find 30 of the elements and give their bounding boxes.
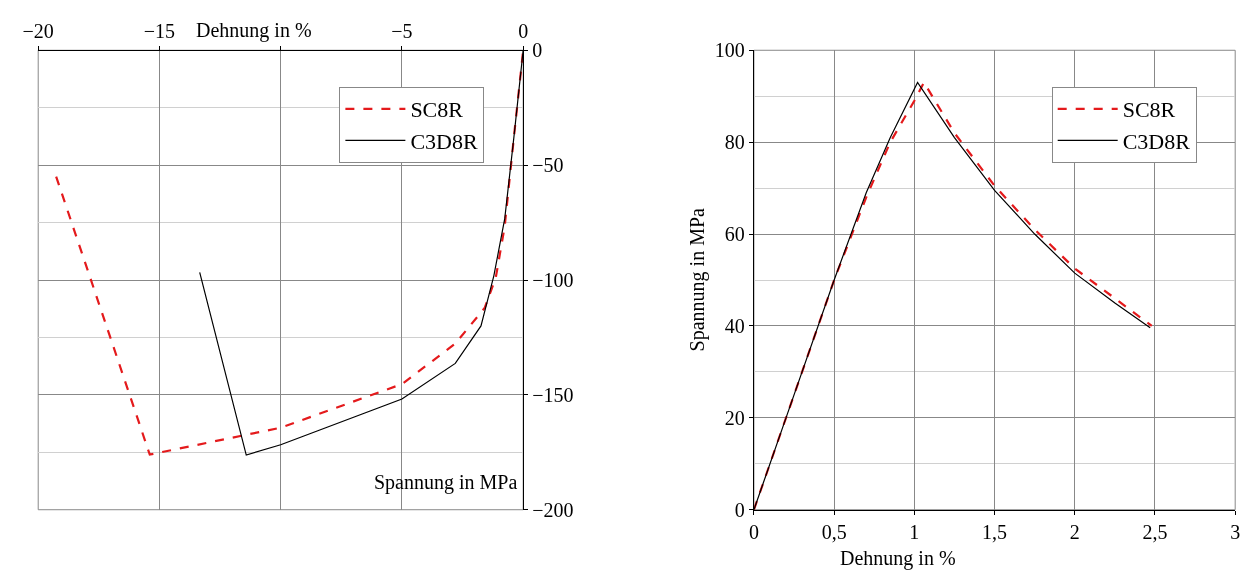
- y-tick-label: −50: [532, 154, 564, 177]
- x-tick-label: 2,5: [1142, 520, 1168, 543]
- x-tick-label: 0: [518, 20, 529, 43]
- y-tick-label: 20: [724, 406, 745, 429]
- x-tick-label: −20: [22, 20, 54, 43]
- y-tick-label: 100: [714, 39, 745, 62]
- y-tick-label: 40: [724, 314, 745, 337]
- y-tick-label: −100: [532, 269, 574, 291]
- legend-label: C3D8R: [1122, 129, 1191, 155]
- x-tick-label: 3: [1230, 520, 1241, 543]
- x-tick-label: 2: [1069, 520, 1080, 543]
- y-tick-label: −150: [532, 383, 574, 406]
- legend-label: SC8R: [410, 97, 464, 123]
- y-axis-title: Spannung in MPa: [686, 207, 710, 352]
- x-tick-label: 1,5: [982, 520, 1008, 543]
- y-tick-label: 0: [734, 498, 745, 521]
- y-tick-label: 60: [724, 223, 745, 246]
- legend-label: SC8R: [1122, 97, 1176, 123]
- x-tick-label: −15: [143, 20, 176, 43]
- y-tick-label: 0: [532, 39, 543, 62]
- x-axis-title: Dehnung in %: [840, 547, 956, 570]
- y-tick-label: −200: [532, 498, 574, 521]
- x-tick-label: 0: [748, 520, 759, 543]
- x-tick-label: 0,5: [821, 520, 847, 543]
- legend-label: C3D8R: [410, 129, 478, 155]
- y-axis-title: Spannung in MPa: [374, 471, 518, 494]
- y-tick-label: 80: [724, 131, 745, 154]
- x-axis-title: Dehnung in %: [196, 19, 312, 42]
- x-tick-label: 1: [909, 520, 920, 543]
- x-tick-label: −5: [391, 20, 413, 43]
